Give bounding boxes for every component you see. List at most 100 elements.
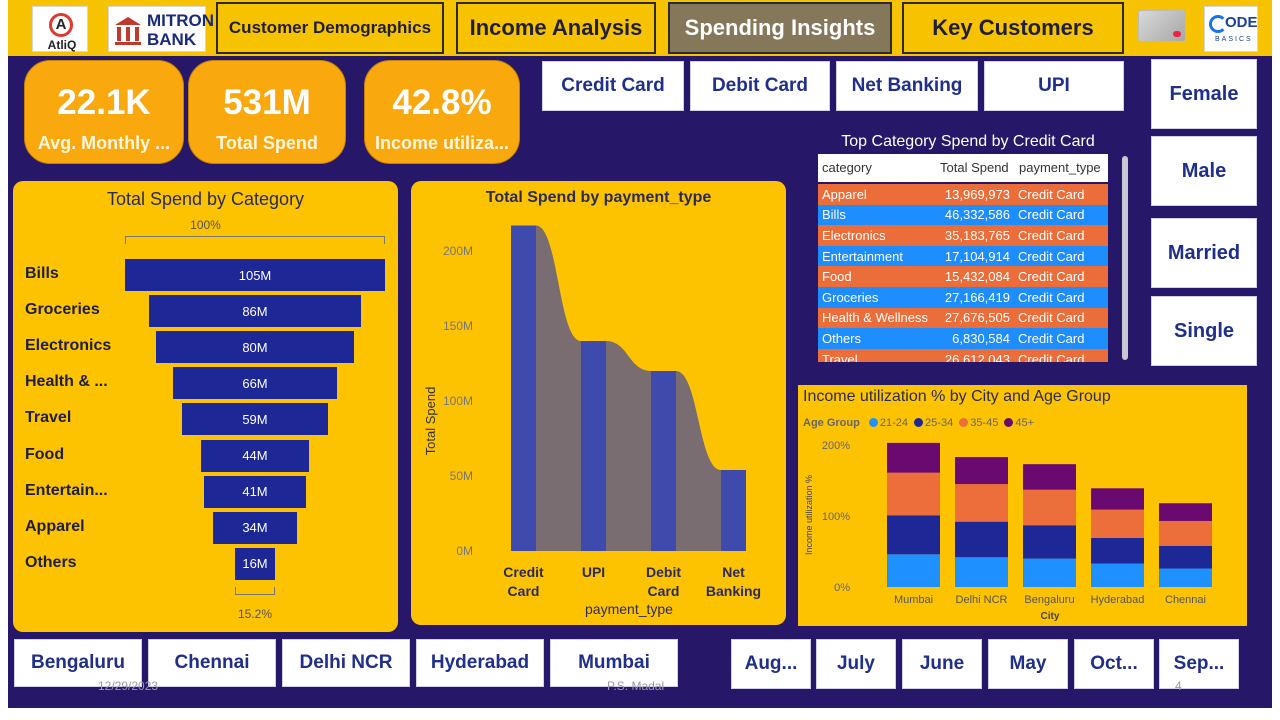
table-row[interactable]: Apparel 13,969,973 Credit Card (818, 184, 1108, 205)
cell-category: Groceries (818, 286, 936, 308)
cell-payment-type: Credit Card (1014, 307, 1108, 329)
slicer-sep[interactable]: Sep... (1159, 639, 1239, 689)
slicer-net-banking[interactable]: Net Banking (836, 61, 978, 111)
funnel-bar[interactable]: 34M (212, 511, 298, 544)
slicer-single[interactable]: Single (1151, 296, 1257, 366)
cell-payment-type: Credit Card (1014, 225, 1108, 246)
legend-item[interactable]: 21-24 (863, 417, 908, 429)
ribbon-title: Total Spend by payment_type (485, 189, 712, 206)
x-tick-label: Credit (503, 564, 544, 580)
slicer-oct[interactable]: Oct... (1074, 639, 1154, 689)
legend-label: 35-45 (970, 417, 999, 429)
cell-total-spend: 6,830,584 (936, 328, 1014, 349)
stacked-panel: Income utilization % by City and Age Gro… (798, 385, 1247, 626)
funnel-bar[interactable]: 41M (204, 475, 306, 508)
slicer-june[interactable]: June (902, 639, 982, 689)
category-table-title: Top Category Spend by Credit Card (841, 133, 1095, 150)
category-table: category Total Spend payment_type Appare… (818, 154, 1130, 362)
header-total-spend: Total Spend (940, 160, 1009, 175)
slicer-upi[interactable]: UPI (984, 61, 1124, 111)
x-tick-label: Mumbai (894, 594, 933, 606)
legend-item[interactable]: 35-45 (953, 417, 998, 429)
table-row[interactable]: Others 6,830,584 Credit Card (818, 328, 1108, 349)
tab-key-customers[interactable]: Key Customers (902, 2, 1124, 54)
tab-customer-demographics[interactable]: Customer Demographics (216, 2, 444, 54)
slicer-male[interactable]: Male (1151, 136, 1257, 206)
funnel-bar[interactable]: 44M (200, 439, 310, 472)
category-table-body: Apparel 13,969,973 Credit Card Bills 46,332,… (818, 184, 1108, 362)
slicer-mumbai[interactable]: Mumbai (550, 639, 678, 687)
slicer-july[interactable]: July (816, 639, 896, 689)
y-tick-label: 100% (822, 511, 850, 523)
table-row[interactable]: Travel 26,612,043 Credit Card (818, 348, 1108, 362)
funnel-bottom-bracket (235, 587, 275, 595)
funnel-category-label: Apparel (25, 517, 85, 535)
atliq-logo-text: AtliQ (47, 38, 77, 52)
slicer-may[interactable]: May (988, 639, 1068, 689)
funnel-bar[interactable]: 105M (125, 259, 385, 291)
slicer-female[interactable]: Female (1151, 59, 1257, 129)
legend-item[interactable]: 45+ (998, 417, 1034, 429)
cell-total-spend: 46,332,586 (936, 204, 1014, 226)
stacked-segment (1159, 520, 1212, 546)
credit-card-image (1138, 10, 1186, 42)
stacked-segment (1091, 509, 1144, 539)
cell-category: Others (818, 328, 936, 349)
slicer-delhi-ncr[interactable]: Delhi NCR (282, 639, 410, 687)
legend-label: 45+ (1015, 417, 1034, 429)
footer-page: 4 (1175, 679, 1182, 693)
kpi-value: 42.8% (392, 83, 492, 122)
legend-item[interactable]: 25-34 (908, 417, 953, 429)
x-tick-label: Debit (646, 564, 681, 580)
stacked-segment (1023, 464, 1076, 490)
stacked-legend: Age Group 21-24 25-34 35-45 45+ (803, 417, 1034, 429)
x-tick-label: UPI (582, 564, 605, 580)
stacked-title: Income utilization % by City and Age Gro… (803, 388, 1111, 405)
slicer-debit-card[interactable]: Debit Card (690, 61, 830, 111)
y-tick-label: 0M (456, 544, 473, 558)
cell-payment-type: Credit Card (1014, 245, 1108, 267)
ribbon-bar (581, 341, 606, 551)
x-tick-label: Delhi NCR (956, 594, 1008, 606)
table-row[interactable]: Food 15,432,084 Credit Card (818, 266, 1108, 287)
funnel-bar[interactable]: 66M (173, 367, 337, 400)
stacked-segment (887, 515, 940, 555)
funnel-category-label: Health & ... (25, 373, 108, 391)
table-row[interactable]: Health & Wellness 27,676,505 Credit Card (818, 307, 1108, 329)
cell-payment-type: Credit Card (1014, 266, 1108, 287)
tab-spending-insights[interactable]: Spending Insights (668, 2, 892, 54)
kpi-avg-monthly-income: 22.1K Avg. Monthly ... (24, 60, 184, 164)
stacked-segment (887, 472, 940, 516)
slicer-bengaluru[interactable]: Bengaluru (14, 639, 142, 687)
slicer-credit-card[interactable]: Credit Card (542, 61, 684, 111)
slicer-hyderabad[interactable]: Hyderabad (416, 639, 544, 687)
funnel-bar[interactable]: 59M (181, 403, 329, 436)
legend-dot-icon (959, 418, 969, 427)
table-row[interactable]: Groceries 27,166,419 Credit Card (818, 286, 1108, 308)
footer-date: 12/29/2023 (98, 679, 159, 693)
stacked-segment (1159, 503, 1212, 521)
table-row[interactable]: Electronics 35,183,765 Credit Card (818, 225, 1108, 246)
header-payment-type: payment_type (1019, 160, 1101, 175)
table-row[interactable]: Entertainment 17,104,914 Credit Card (818, 245, 1108, 267)
cell-category: Bills (818, 204, 936, 226)
tab-income-analysis[interactable]: Income Analysis (456, 2, 656, 54)
codebasics-text: ODE (1225, 14, 1258, 31)
slicer-married[interactable]: Married (1151, 218, 1257, 288)
slicer-chennai[interactable]: Chennai (148, 639, 276, 687)
slicer-aug[interactable]: Aug... (731, 639, 811, 689)
funnel-bar[interactable]: 86M (148, 295, 362, 328)
funnel-bar[interactable]: 16M (235, 547, 275, 580)
stacked-segment (1023, 489, 1076, 526)
x-axis-label: payment_type (585, 601, 673, 617)
cell-payment-type: Credit Card (1014, 328, 1108, 349)
table-row[interactable]: Bills 46,332,586 Credit Card (818, 204, 1108, 226)
funnel-bar[interactable]: 80M (155, 331, 355, 364)
table-scrollbar[interactable] (1122, 156, 1128, 360)
mitron-bank-text: MITRON BANK (147, 11, 214, 49)
ribbon-panel: Total Spend by payment_type 0M 50M 100M 150… (411, 181, 786, 625)
y-tick-label: 100M (443, 394, 473, 408)
kpi-value: 531M (223, 83, 311, 122)
cell-total-spend: 15,432,084 (936, 266, 1014, 287)
cell-category: Food (818, 266, 936, 287)
